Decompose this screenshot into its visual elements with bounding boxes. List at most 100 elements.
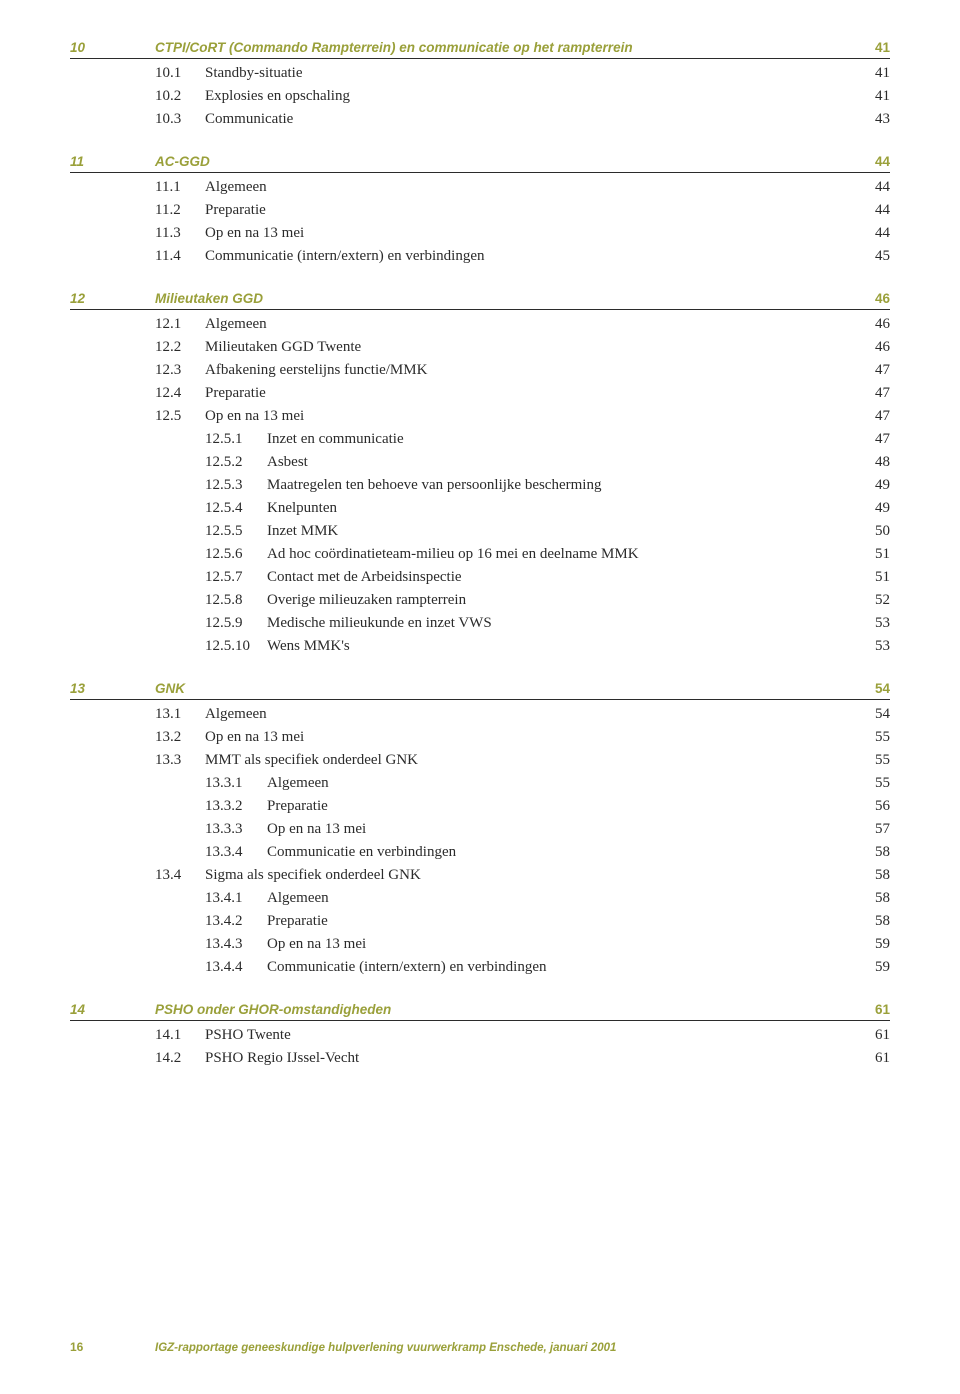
toc-entry: 13.2Op en na 13 mei55 (70, 729, 890, 746)
toc-entry-page: 54 (850, 706, 890, 723)
toc-entry-page: 46 (850, 339, 890, 356)
toc-entry-page: 57 (850, 821, 890, 838)
toc-chapter-title: Milieutaken GGD (155, 291, 850, 306)
toc-entry: 11.4Communicatie (intern/extern) en verb… (70, 248, 890, 265)
toc-entry-number: 13.4.1 (205, 890, 267, 907)
toc-entry-number: 10.1 (155, 65, 205, 82)
toc-entry: 12.3Afbakening eerstelijns functie/MMK47 (70, 362, 890, 379)
toc-entry-page: 53 (850, 615, 890, 632)
toc-entry: 12.5.10Wens MMK's53 (70, 638, 890, 655)
toc-chapter-number: 13 (70, 681, 155, 696)
toc-entry: 10.2Explosies en opschaling41 (70, 88, 890, 105)
toc-entry-number: 12.5 (155, 408, 205, 425)
toc-entry-number: 13.3 (155, 752, 205, 769)
toc-entry-number: 13.3.2 (205, 798, 267, 815)
toc-entry-title: Communicatie (205, 111, 850, 128)
toc-entry-title: Op en na 13 mei (205, 408, 850, 425)
toc-entry-page: 46 (850, 316, 890, 333)
toc-entry-number: 13.3.1 (205, 775, 267, 792)
toc-entry: 11.2Preparatie44 (70, 202, 890, 219)
toc-entry: 12.5Op en na 13 mei47 (70, 408, 890, 425)
toc-entry-number: 12.5.2 (205, 454, 267, 471)
toc-entry-page: 50 (850, 523, 890, 540)
toc-entry: 13.4Sigma als specifiek onderdeel GNK58 (70, 867, 890, 884)
toc-entry-page: 52 (850, 592, 890, 609)
toc-entry-title: PSHO Twente (205, 1027, 850, 1044)
toc-entry-title: Preparatie (267, 798, 850, 815)
toc-entry-page: 58 (850, 913, 890, 930)
toc-chapter-page: 61 (850, 1002, 890, 1017)
toc-entry-page: 61 (850, 1027, 890, 1044)
footer-citation: IGZ-rapportage geneeskundige hulpverleni… (155, 1342, 616, 1354)
toc-entry-number: 13.4.4 (205, 959, 267, 976)
toc-entry: 12.1Algemeen46 (70, 316, 890, 333)
toc-entry-page: 55 (850, 752, 890, 769)
toc-chapter-title: PSHO onder GHOR-omstandigheden (155, 1002, 850, 1017)
toc-entry-title: Algemeen (267, 775, 850, 792)
toc-entry-number: 12.5.3 (205, 477, 267, 494)
toc-entry: 13.1Algemeen54 (70, 706, 890, 723)
toc-section: 11AC-GGD4411.1Algemeen4411.2Preparatie44… (70, 154, 890, 265)
toc-entry-number: 12.5.10 (205, 638, 267, 655)
toc-entry-title: Overige milieuzaken rampterrein (267, 592, 850, 609)
toc-chapter-number: 14 (70, 1002, 155, 1017)
toc-entry-title: Preparatie (205, 202, 850, 219)
toc-entry-page: 55 (850, 729, 890, 746)
page-footer: 16 IGZ-rapportage geneeskundige hulpverl… (70, 1340, 890, 1354)
toc-section: 12Milieutaken GGD4612.1Algemeen4612.2Mil… (70, 291, 890, 655)
toc-entry-title: Algemeen (205, 316, 850, 333)
footer-page-number: 16 (70, 1340, 155, 1354)
toc-entry: 12.5.7Contact met de Arbeidsinspectie51 (70, 569, 890, 586)
toc-entry: 12.5.6Ad hoc coördinatieteam-milieu op 1… (70, 546, 890, 563)
table-of-contents: 10CTPI/CoRT (Commando Rampterrein) en co… (70, 40, 890, 1067)
toc-entry-page: 56 (850, 798, 890, 815)
toc-entry-page: 48 (850, 454, 890, 471)
toc-entry-number: 13.4.2 (205, 913, 267, 930)
toc-section: 13GNK5413.1Algemeen5413.2Op en na 13 mei… (70, 681, 890, 976)
toc-entry: 14.1PSHO Twente61 (70, 1027, 890, 1044)
toc-entry-title: Wens MMK's (267, 638, 850, 655)
toc-entry-number: 12.2 (155, 339, 205, 356)
toc-entry-number: 12.5.6 (205, 546, 267, 563)
toc-entry-page: 44 (850, 202, 890, 219)
toc-entry-title: Milieutaken GGD Twente (205, 339, 850, 356)
toc-entry-title: Afbakening eerstelijns functie/MMK (205, 362, 850, 379)
toc-chapter-title: AC-GGD (155, 154, 850, 169)
toc-chapter-page: 41 (850, 40, 890, 55)
toc-entry-title: Op en na 13 mei (267, 936, 850, 953)
toc-entry-number: 11.4 (155, 248, 205, 265)
toc-entry: 12.5.8Overige milieuzaken rampterrein52 (70, 592, 890, 609)
toc-chapter-heading: 10CTPI/CoRT (Commando Rampterrein) en co… (70, 40, 890, 59)
toc-entry: 12.5.9Medische milieukunde en inzet VWS5… (70, 615, 890, 632)
toc-entry-title: Knelpunten (267, 500, 850, 517)
toc-chapter-heading: 11AC-GGD44 (70, 154, 890, 173)
toc-entry-number: 12.5.7 (205, 569, 267, 586)
toc-entry-number: 12.3 (155, 362, 205, 379)
toc-chapter-heading: 14PSHO onder GHOR-omstandigheden61 (70, 1002, 890, 1021)
toc-entry-page: 45 (850, 248, 890, 265)
toc-entry-title: MMT als specifiek onderdeel GNK (205, 752, 850, 769)
toc-entry-page: 58 (850, 844, 890, 861)
toc-entry: 12.5.2Asbest48 (70, 454, 890, 471)
toc-entry: 11.1Algemeen44 (70, 179, 890, 196)
toc-entry-title: Medische milieukunde en inzet VWS (267, 615, 850, 632)
toc-entry-number: 13.3.3 (205, 821, 267, 838)
toc-entry-number: 12.4 (155, 385, 205, 402)
toc-entry: 10.3Communicatie43 (70, 111, 890, 128)
toc-entry-number: 13.2 (155, 729, 205, 746)
toc-entry-page: 61 (850, 1050, 890, 1067)
toc-entry: 13.3.3Op en na 13 mei57 (70, 821, 890, 838)
toc-entry-number: 13.1 (155, 706, 205, 723)
toc-chapter-number: 11 (70, 154, 155, 169)
toc-entry-number: 12.5.8 (205, 592, 267, 609)
toc-entry-number: 12.5.5 (205, 523, 267, 540)
toc-entry: 12.5.4Knelpunten49 (70, 500, 890, 517)
toc-entry-title: Preparatie (205, 385, 850, 402)
toc-chapter-page: 54 (850, 681, 890, 696)
toc-entry-page: 41 (850, 65, 890, 82)
toc-chapter-number: 10 (70, 40, 155, 55)
toc-entry: 11.3Op en na 13 mei44 (70, 225, 890, 242)
toc-entry-title: Preparatie (267, 913, 850, 930)
toc-entry-number: 11.1 (155, 179, 205, 196)
toc-entry-title: Op en na 13 mei (205, 225, 850, 242)
